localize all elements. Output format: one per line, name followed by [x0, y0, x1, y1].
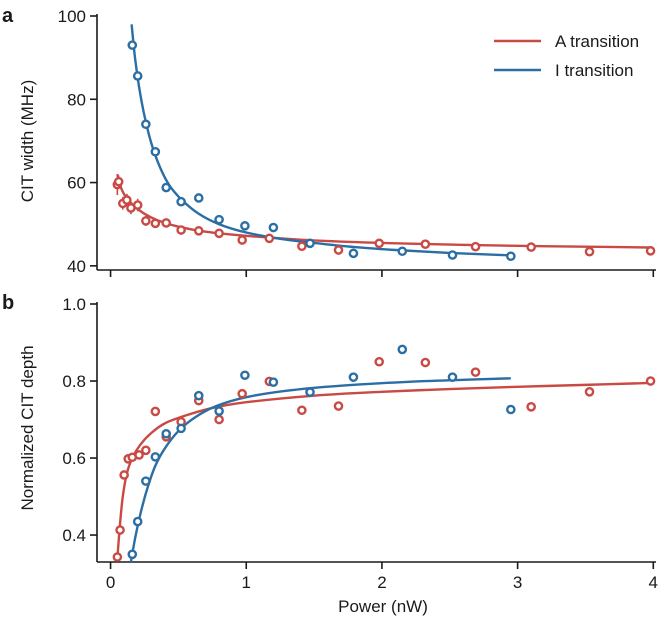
panel-b-point-a	[645, 376, 656, 386]
panel-b-point-i	[348, 372, 359, 382]
panel-a-point-i	[161, 182, 171, 193]
panel-b-point-i	[127, 549, 138, 560]
panel-a-point-a	[176, 225, 186, 235]
panel-a-fit-i	[130, 24, 511, 257]
panel-b-point-i	[268, 377, 279, 387]
panel-a-y-tick-label: 40	[67, 257, 86, 276]
panel-b: b Normalized CIT depth 0.4 0.6 0.8 1.0 0 1 2 3 4…	[2, 292, 658, 616]
panel-a-point-i	[447, 250, 458, 260]
panel-a-point-a	[132, 200, 143, 210]
panel-b-y-tick-label: 1.0	[62, 295, 86, 314]
panel-b-point-a	[374, 356, 385, 367]
panel-a-point-a	[161, 218, 171, 228]
panel-a-ylabel: CIT width (MHz)	[18, 80, 37, 202]
panel-a-point-a	[264, 233, 275, 244]
panel-a-point-i	[141, 119, 151, 130]
panel-b-y-tick-label: 0.8	[62, 372, 86, 391]
panel-a-point-i	[397, 246, 408, 257]
panel-a-point-a	[526, 242, 536, 252]
panel-a-point-a	[193, 226, 204, 236]
panel-b-point-i	[176, 423, 186, 434]
panel-b-x-tick-label: 2	[377, 573, 386, 592]
panel-a-axes: 40 60 80 100	[58, 7, 656, 277]
panel-b-point-i	[132, 516, 143, 527]
panel-b-point-a	[584, 386, 595, 397]
panel-b-point-a	[150, 406, 161, 417]
panel-a-point-a	[237, 235, 247, 245]
panel-b-y-tick-label: 0.6	[62, 449, 86, 468]
panel-a-point-a	[645, 246, 656, 256]
panel-a-point-a	[584, 246, 595, 257]
panel-a-point-a	[141, 216, 151, 226]
panel-a-point-i	[132, 71, 143, 81]
panel-b-point-i	[214, 406, 224, 416]
panel-b-point-i	[240, 370, 250, 381]
panel-a-fit-lines	[116, 24, 651, 257]
panel-b-point-a	[297, 405, 307, 416]
panel-a-point-a	[297, 241, 307, 252]
panel-b-point-i	[193, 390, 204, 401]
panel-b-point-a	[214, 414, 224, 425]
panel-a-point-i	[176, 196, 186, 207]
panel-b-data-points	[112, 344, 656, 562]
panel-b-point-i	[397, 344, 408, 355]
panel-a-y-tick-label: 100	[58, 7, 86, 26]
panel-a-y-tick-label: 80	[67, 90, 86, 109]
panel-b-ylabel: Normalized CIT depth	[18, 345, 37, 510]
panel-a-point-a	[122, 195, 132, 205]
panel-a-point-i	[127, 40, 138, 50]
panel-a-point-i	[268, 222, 279, 233]
panel-b-point-i	[506, 404, 516, 415]
panel-a-point-a	[214, 228, 224, 239]
panel-b-point-i	[141, 476, 151, 486]
panel-b-point-a	[237, 388, 247, 399]
panel-a-data-points	[112, 40, 656, 262]
panel-a-point-i	[214, 214, 224, 225]
panel-b-point-a	[134, 450, 144, 460]
panel-a-point-i	[240, 221, 250, 231]
legend-label-i-transition: I transition	[555, 61, 633, 80]
panel-a-point-a	[420, 239, 431, 249]
panel-b-point-a	[333, 401, 344, 411]
panel-a: a CIT width (MHz) 40 60 80 100 A transition…	[2, 5, 656, 277]
panel-b-point-a	[420, 357, 431, 368]
panel-a-point-a	[470, 241, 481, 252]
panel-b-letter: b	[2, 292, 14, 314]
panel-a-point-i	[193, 193, 204, 203]
panel-b-point-a	[470, 367, 481, 377]
panel-a-point-a	[374, 238, 385, 249]
panel-b-point-i	[305, 387, 315, 397]
panel-a-point-i	[348, 248, 359, 259]
panel-b-x-tick-label: 3	[513, 573, 522, 592]
legend: A transition I transition	[494, 32, 639, 80]
panel-a-fit-a	[116, 173, 651, 249]
panel-b-point-a	[526, 402, 536, 412]
panel-b-point-a	[141, 445, 151, 456]
panel-b-axes: 0.4 0.6 0.8 1.0 0 1 2 3 4	[62, 295, 658, 592]
panel-b-point-i	[161, 428, 171, 439]
panel-a-point-a	[113, 176, 124, 187]
panel-a-point-i	[506, 251, 516, 262]
panel-a-point-a	[333, 245, 344, 255]
panel-b-fit-i	[129, 377, 511, 563]
panel-b-x-tick-label: 4	[649, 573, 658, 592]
panel-a-point-i	[150, 146, 161, 157]
panel-b-x-tick-label: 1	[242, 573, 251, 592]
panel-b-y-tick-label: 0.4	[62, 526, 86, 545]
panel-b-point-i	[447, 372, 458, 382]
panel-b-point-a	[115, 525, 125, 535]
panel-b-x-tick-label: 0	[106, 573, 115, 592]
panel-a-y-tick-label: 60	[67, 174, 86, 193]
panel-b-fit-a	[116, 381, 651, 559]
panel-b-point-i	[150, 452, 161, 462]
x-axis-label: Power (nW)	[338, 597, 428, 616]
panel-b-point-a	[112, 552, 123, 562]
panel-b-point-a	[119, 470, 129, 480]
legend-label-a-transition: A transition	[555, 32, 639, 51]
panel-a-point-a	[150, 218, 161, 229]
panel-a-letter: a	[2, 5, 14, 27]
panel-a-point-i	[305, 238, 315, 249]
panel-b-fit-lines	[116, 377, 651, 563]
